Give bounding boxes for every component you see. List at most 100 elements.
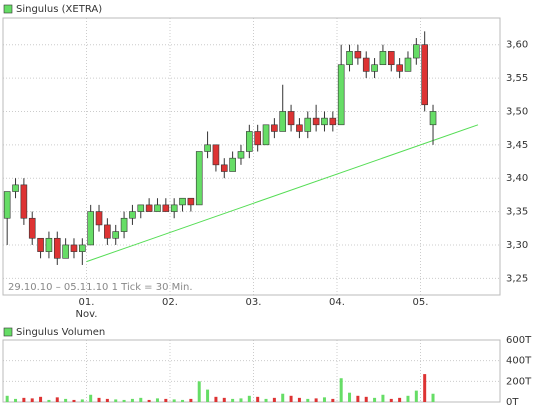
y-tick-label: 3,55 (506, 73, 528, 84)
volume-bar (381, 394, 385, 402)
candle-body (271, 124, 278, 132)
volume-bar (197, 381, 201, 402)
candle-body (229, 157, 236, 172)
y-tick-label: 600T (506, 335, 532, 346)
x-tick-label: 03. (246, 297, 262, 308)
volume-bar (172, 399, 176, 402)
candle-body (145, 204, 153, 212)
x-tick-label: 02. (162, 297, 178, 308)
candle-body (404, 57, 412, 72)
volume-bar (281, 393, 285, 402)
volume-bar (431, 393, 435, 402)
candle-body (53, 237, 61, 259)
volume-bar (373, 397, 377, 402)
trend-line (86, 124, 479, 263)
volume-bar (364, 396, 368, 402)
candle-body (112, 231, 120, 239)
volume-bar (398, 397, 402, 402)
candle-body (429, 111, 437, 126)
candle-body (246, 131, 253, 152)
candle-body (28, 217, 36, 239)
volume-bar (39, 396, 43, 402)
candle-body (321, 117, 328, 126)
y-tick-label: 3,35 (506, 207, 528, 218)
candle-body (3, 191, 11, 219)
candle-body (371, 64, 378, 72)
y-tick-label: 3,50 (506, 106, 528, 117)
x-tick-label: 04. (329, 297, 345, 308)
volume-bar (80, 399, 84, 402)
volume-bar (414, 390, 418, 402)
volume-bar (206, 389, 210, 402)
candle-body (204, 144, 211, 152)
candle-body (62, 244, 69, 259)
candle-body (296, 124, 303, 132)
candle-body (70, 244, 78, 252)
volume-bar (314, 398, 318, 402)
volume-bar (339, 378, 343, 402)
volume-bar (214, 396, 218, 402)
candle-body (87, 211, 94, 246)
volume-bar (139, 397, 143, 402)
volume-bar (14, 398, 18, 402)
volume-bar (239, 398, 243, 402)
candle-body (12, 184, 19, 192)
volume-bar (423, 374, 427, 402)
candle-body (79, 244, 86, 252)
volume-bar (331, 398, 335, 402)
volume-bar (5, 395, 9, 402)
candle-body (95, 211, 103, 226)
y-tick-label: 400T (506, 356, 532, 367)
candle-body (37, 237, 44, 252)
volume-bar (47, 399, 51, 402)
volume-bar (247, 395, 251, 402)
candle-body (413, 44, 420, 59)
candle-body (337, 64, 345, 126)
candle-body (329, 117, 337, 126)
candle-body (379, 51, 387, 66)
candle-body (212, 144, 220, 166)
candle-body (279, 111, 287, 132)
volume-bar (222, 397, 226, 402)
volume-bar (189, 398, 193, 402)
chart-title: Singulus (XETRA) (16, 4, 102, 15)
candle-body (262, 124, 270, 146)
volume-bar (406, 395, 410, 402)
volume-bar (164, 398, 168, 402)
x-tick-label: 01. (79, 297, 95, 308)
candle-body (45, 237, 53, 252)
volume-bar (30, 398, 34, 402)
volume-bar (22, 397, 26, 402)
y-tick-label: 3,45 (506, 140, 528, 151)
volume-bar (306, 398, 310, 402)
volume-frame (2, 339, 501, 403)
candle-body (237, 151, 245, 159)
volume-bar (272, 397, 276, 402)
volume-bar (72, 399, 76, 402)
volume-bar (322, 397, 326, 402)
volume-bar (64, 398, 68, 402)
candle-body (421, 44, 428, 106)
y-tick-label: 3,40 (506, 173, 528, 184)
volume-bar (297, 397, 301, 402)
candle-body (129, 211, 136, 219)
candle-body (137, 204, 145, 212)
y-tick-label: 3,25 (506, 273, 528, 284)
volume-bar (97, 397, 101, 402)
volume-bar (89, 394, 93, 402)
candle-body (104, 224, 111, 239)
volume-bar (264, 398, 268, 402)
volume-bar (105, 398, 109, 402)
y-tick-label: 200T (506, 376, 532, 387)
candle-body (304, 117, 312, 132)
x-month-label: Nov. (76, 309, 98, 320)
y-tick-label: 3,30 (506, 240, 528, 251)
x-tick-label: 05. (413, 297, 429, 308)
candle-body (154, 204, 161, 212)
volume-bar (155, 398, 159, 402)
volume-bar (122, 399, 126, 402)
volume-bar (356, 395, 360, 402)
candle-body (220, 164, 228, 172)
volume-bar (130, 398, 134, 402)
